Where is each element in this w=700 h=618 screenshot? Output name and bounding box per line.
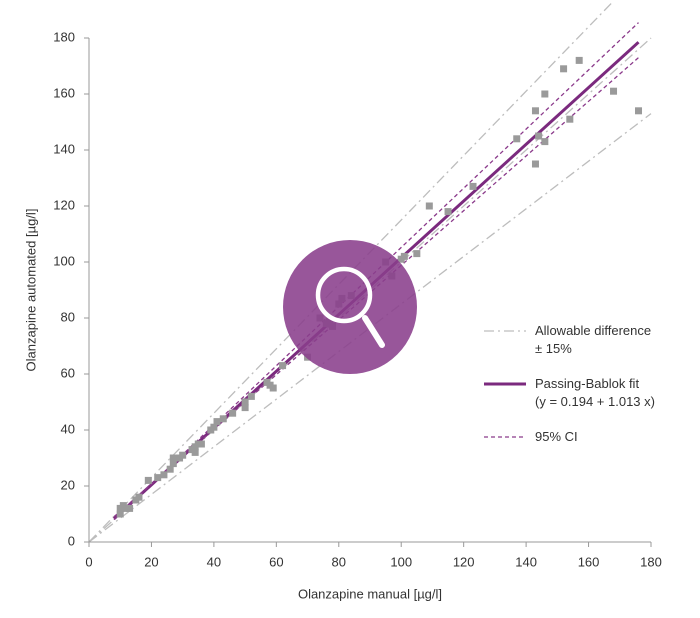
point (241, 404, 249, 412)
point (513, 135, 521, 143)
point (169, 454, 177, 462)
point (219, 415, 227, 423)
axes: 0 20 40 60 80 100 120 140 160 180 0 20 40 60 80 100 120 1… (53, 29, 662, 569)
point (126, 504, 134, 512)
point (213, 418, 221, 426)
point (169, 460, 177, 468)
point (116, 510, 124, 518)
x-tick-label: 140 (515, 554, 537, 569)
point (575, 56, 583, 64)
point (135, 493, 143, 501)
point (241, 398, 249, 406)
x-tick-label: 120 (453, 554, 475, 569)
magnifier (283, 240, 417, 374)
x-tick-label: 80 (332, 554, 346, 569)
legend-label: Allowable difference ± 15% (535, 323, 652, 356)
x-tick-label: 20 (144, 554, 158, 569)
x-tick-label: 180 (640, 554, 662, 569)
point (154, 474, 162, 482)
series-line (113, 22, 639, 521)
point (279, 362, 287, 370)
y-tick-label: 100 (53, 253, 75, 268)
magnifier-lens (315, 266, 373, 324)
point (541, 138, 549, 146)
y-axis-label: Olanzapine automated [µg/l] (23, 209, 38, 372)
point (210, 423, 218, 431)
points (116, 56, 643, 518)
x-tick-label: 60 (269, 554, 283, 569)
y-tick-label: 80 (61, 309, 75, 324)
legend-label: Passing-Bablok fit (y = 0.194 + 1.013 x) (535, 376, 655, 409)
point (425, 202, 433, 210)
x-tick-label: 0 (85, 554, 92, 569)
y-tick-label: 120 (53, 197, 75, 212)
point (269, 384, 277, 392)
point (469, 182, 477, 190)
x-tick-label: 100 (390, 554, 412, 569)
point (413, 250, 421, 258)
point (541, 90, 549, 98)
point (179, 451, 187, 459)
point (566, 115, 574, 123)
legend-label: 95% CI (535, 429, 578, 444)
series-line (88, 0, 614, 543)
y-tick-label: 20 (61, 477, 75, 492)
y-tick-label: 160 (53, 85, 75, 100)
point (247, 392, 255, 400)
point (535, 132, 543, 140)
point (191, 448, 199, 456)
point (635, 107, 643, 115)
point (197, 440, 205, 448)
series-line (88, 113, 652, 543)
point (144, 476, 152, 484)
y-tick-label: 60 (61, 365, 75, 380)
point (229, 409, 237, 417)
point (166, 465, 174, 473)
y-tick-label: 180 (53, 29, 75, 44)
y-tick-label: 40 (61, 421, 75, 436)
y-tick-label: 0 (68, 533, 75, 548)
point (560, 65, 568, 73)
point (444, 208, 452, 216)
magnifier-handle (362, 315, 385, 348)
x-tick-label: 160 (578, 554, 600, 569)
point (610, 87, 618, 95)
magnifier-disc (283, 240, 417, 374)
point (531, 160, 539, 168)
x-tick-label: 40 (207, 554, 221, 569)
x-axis-label: Olanzapine manual [µg/l] (298, 586, 442, 601)
y-tick-label: 140 (53, 141, 75, 156)
point (400, 252, 408, 260)
point (160, 471, 168, 479)
point (531, 107, 539, 115)
